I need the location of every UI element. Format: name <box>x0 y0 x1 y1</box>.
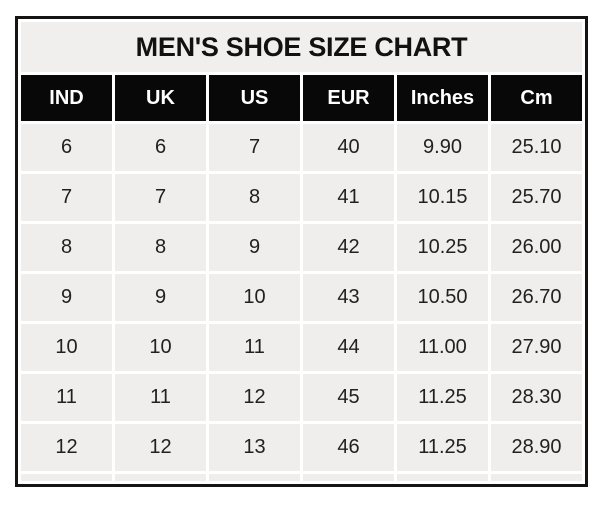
table-cell: 43 <box>303 274 394 321</box>
table-row: 6 6 7 40 9.90 25.10 <box>21 124 582 171</box>
column-header-eur: EUR <box>303 75 394 121</box>
table-cell: 28.90 <box>491 424 582 471</box>
bottom-spacer-row <box>21 474 582 481</box>
column-header-cm: Cm <box>491 75 582 121</box>
table-row: 10 10 11 44 11.00 27.90 <box>21 324 582 371</box>
column-header-us: US <box>209 75 300 121</box>
shoe-size-chart: MEN'S SHOE SIZE CHART IND UK US EUR Inches Cm… <box>15 16 588 487</box>
table-body: 6 6 7 40 9.90 25.10 7 7 8 41 10.15 25.70 8 8 9 42 10.25 2… <box>21 124 582 481</box>
title-row: MEN'S SHOE SIZE CHART <box>21 22 582 72</box>
table-cell: 10 <box>115 324 206 371</box>
table-cell: 26.70 <box>491 274 582 321</box>
table-cell: 28.30 <box>491 374 582 421</box>
bottom-spacer-cell <box>21 474 112 481</box>
table-row: 12 12 13 46 11.25 28.90 <box>21 424 582 471</box>
table-cell: 8 <box>115 224 206 271</box>
table-cell: 10 <box>209 274 300 321</box>
table-cell: 11.00 <box>397 324 488 371</box>
table-cell: 13 <box>209 424 300 471</box>
bottom-spacer-cell <box>115 474 206 481</box>
table-cell: 25.10 <box>491 124 582 171</box>
table-head: MEN'S SHOE SIZE CHART IND UK US EUR Inches Cm <box>21 22 582 121</box>
bottom-spacer-cell <box>397 474 488 481</box>
table-cell: 11 <box>115 374 206 421</box>
shoe-size-chart-table: MEN'S SHOE SIZE CHART IND UK US EUR Inches Cm… <box>15 16 588 487</box>
table-cell: 10.15 <box>397 174 488 221</box>
table-row: 9 9 10 43 10.50 26.70 <box>21 274 582 321</box>
column-header-uk: UK <box>115 75 206 121</box>
table-cell: 7 <box>209 124 300 171</box>
table-cell: 40 <box>303 124 394 171</box>
column-header-ind: IND <box>21 75 112 121</box>
table-cell: 10 <box>21 324 112 371</box>
table-cell: 11.25 <box>397 424 488 471</box>
table-cell: 11.25 <box>397 374 488 421</box>
table-cell: 27.90 <box>491 324 582 371</box>
table-cell: 7 <box>115 174 206 221</box>
table-cell: 26.00 <box>491 224 582 271</box>
table-cell: 10.25 <box>397 224 488 271</box>
table-cell: 12 <box>115 424 206 471</box>
table-cell: 11 <box>21 374 112 421</box>
table-cell: 9 <box>115 274 206 321</box>
table-cell: 6 <box>21 124 112 171</box>
table-cell: 41 <box>303 174 394 221</box>
table-row: 7 7 8 41 10.15 25.70 <box>21 174 582 221</box>
header-row: IND UK US EUR Inches Cm <box>21 75 582 121</box>
table-cell: 46 <box>303 424 394 471</box>
table-cell: 45 <box>303 374 394 421</box>
table-cell: 11 <box>209 324 300 371</box>
table-cell: 6 <box>115 124 206 171</box>
table-cell: 8 <box>209 174 300 221</box>
table-cell: 44 <box>303 324 394 371</box>
table-cell: 9 <box>209 224 300 271</box>
bottom-spacer-cell <box>209 474 300 481</box>
table-cell: 12 <box>21 424 112 471</box>
column-header-inches: Inches <box>397 75 488 121</box>
table-cell: 7 <box>21 174 112 221</box>
table-cell: 25.70 <box>491 174 582 221</box>
table-cell: 12 <box>209 374 300 421</box>
table-row: 11 11 12 45 11.25 28.30 <box>21 374 582 421</box>
table-cell: 10.50 <box>397 274 488 321</box>
bottom-spacer-cell <box>303 474 394 481</box>
table-cell: 9.90 <box>397 124 488 171</box>
chart-title: MEN'S SHOE SIZE CHART <box>21 22 582 72</box>
bottom-spacer-cell <box>491 474 582 481</box>
table-cell: 9 <box>21 274 112 321</box>
table-row: 8 8 9 42 10.25 26.00 <box>21 224 582 271</box>
table-cell: 42 <box>303 224 394 271</box>
table-cell: 8 <box>21 224 112 271</box>
